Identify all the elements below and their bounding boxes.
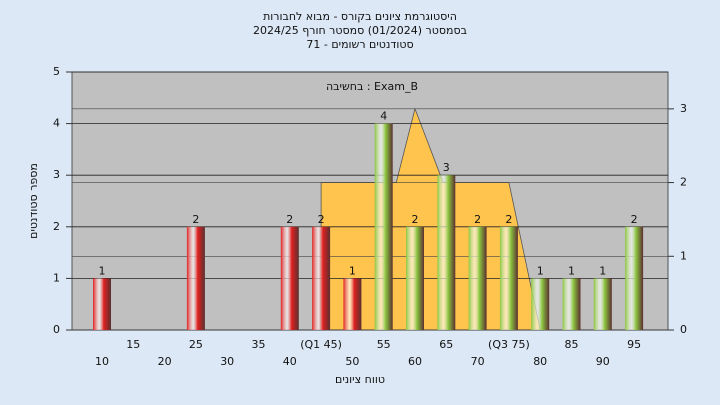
data-label: 2 bbox=[318, 213, 325, 226]
bar bbox=[562, 278, 581, 330]
x-tick-label: 60 bbox=[408, 355, 422, 368]
bar bbox=[625, 226, 644, 330]
data-label: 3 bbox=[443, 161, 450, 174]
bar bbox=[437, 175, 456, 330]
data-label: 2 bbox=[412, 213, 419, 226]
x-tick-label: 25 bbox=[189, 338, 203, 351]
y2-tick-label: 2 bbox=[680, 176, 687, 189]
x-tick-label: 55 bbox=[377, 338, 391, 351]
x-tick-label: 30 bbox=[220, 355, 234, 368]
y-tick-label: 3 bbox=[53, 168, 60, 181]
x-tick-label: (Q3 75) bbox=[488, 338, 530, 351]
data-label: 2 bbox=[286, 213, 293, 226]
y-tick-label: 0 bbox=[53, 323, 60, 336]
annotation: בחשיבה : Exam_B bbox=[326, 80, 418, 93]
data-label: 2 bbox=[192, 213, 199, 226]
x-tick-label: 80 bbox=[533, 355, 547, 368]
x-tick-label: (Q1 45) bbox=[300, 338, 342, 351]
y-tick-label: 5 bbox=[53, 65, 60, 78]
x-tick-label: 20 bbox=[158, 355, 172, 368]
x-tick-label: 65 bbox=[439, 338, 453, 351]
bar bbox=[499, 226, 518, 330]
y2-tick-label: 3 bbox=[680, 102, 687, 115]
title-line: היסטוגרמת ציונים בקורס - מבוא לחבורות bbox=[263, 10, 457, 23]
bar bbox=[186, 226, 205, 330]
x-tick-label: 10 bbox=[95, 355, 109, 368]
x-tick-label: 40 bbox=[283, 355, 297, 368]
data-label: 4 bbox=[380, 110, 387, 123]
y2-tick-label: 0 bbox=[680, 323, 687, 336]
x-tick-label: 90 bbox=[596, 355, 610, 368]
x-tick-label: 70 bbox=[471, 355, 485, 368]
data-label: 1 bbox=[599, 264, 606, 277]
x-tick-label: 35 bbox=[252, 338, 266, 351]
bar bbox=[406, 226, 424, 330]
bar bbox=[593, 278, 612, 330]
x-tick-label: 95 bbox=[627, 338, 641, 351]
data-label: 2 bbox=[474, 213, 481, 226]
data-label: 2 bbox=[631, 213, 638, 226]
y2-tick-label: 1 bbox=[680, 249, 687, 262]
x-tick-label: 50 bbox=[345, 355, 359, 368]
y-tick-label: 1 bbox=[53, 271, 60, 284]
y-tick-label: 2 bbox=[53, 220, 60, 233]
title-line: סטודנטים רשומים - 71 bbox=[306, 38, 413, 51]
bar bbox=[343, 278, 362, 330]
data-label: 1 bbox=[99, 264, 106, 277]
x-tick-label: 15 bbox=[126, 338, 140, 351]
y-tick-label: 4 bbox=[53, 117, 60, 130]
data-label: 1 bbox=[537, 264, 544, 277]
data-label: 1 bbox=[568, 264, 575, 277]
bar bbox=[468, 226, 487, 330]
title-line: בסמסטר (01/2024) סמסטר חורף 2024/25 bbox=[253, 24, 467, 37]
x-axis-label: טווח ציונים bbox=[335, 373, 385, 386]
bar bbox=[93, 278, 111, 330]
bar bbox=[312, 226, 331, 330]
bar bbox=[280, 226, 299, 330]
x-tick-label: 85 bbox=[565, 338, 579, 351]
bar bbox=[531, 278, 550, 330]
data-label: 1 bbox=[349, 264, 356, 277]
bar bbox=[374, 123, 393, 330]
y-axis-label: מספר סטודנטים bbox=[27, 163, 40, 239]
data-label: 2 bbox=[505, 213, 512, 226]
